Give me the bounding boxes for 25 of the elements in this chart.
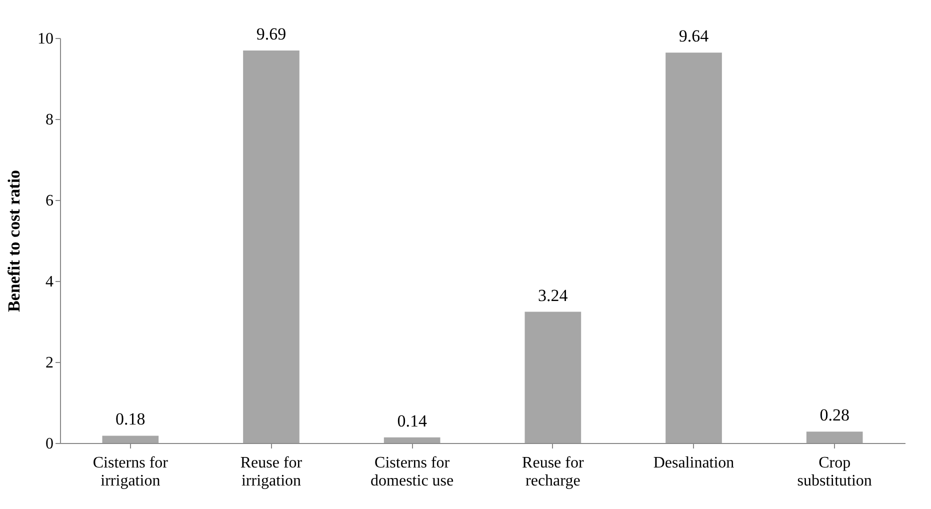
data-label: 9.69 <box>256 24 286 44</box>
data-label: 0.18 <box>116 410 146 429</box>
x-tick-label: Desalination <box>653 454 734 472</box>
y-axis-title: Benefit to cost ratio <box>4 170 24 312</box>
y-tick-label: 2 <box>46 354 54 372</box>
data-label: 0.14 <box>397 411 428 430</box>
x-tick-label: Crop substitution <box>797 454 872 490</box>
bar <box>384 437 440 443</box>
x-tick-label: Reuse for recharge <box>522 454 584 490</box>
bar <box>243 50 300 443</box>
y-tick-label: 6 <box>46 192 54 210</box>
bar <box>524 312 582 443</box>
data-label: 9.64 <box>678 26 710 46</box>
y-tick-label: 10 <box>38 30 54 48</box>
x-tick-label: Cisterns for domestic use <box>370 454 454 490</box>
y-tick-label: 0 <box>46 436 54 452</box>
bar <box>666 52 722 443</box>
y-tick-label: 4 <box>46 274 54 290</box>
bar <box>806 432 863 443</box>
x-tick-label: Reuse for irrigation <box>240 454 303 490</box>
bar <box>102 436 159 443</box>
data-label: 3.24 <box>538 286 568 305</box>
y-tick-label: 8 <box>46 112 54 128</box>
x-tick-label: Cisterns for irrigation <box>92 454 169 490</box>
data-label: 0.28 <box>820 406 850 425</box>
